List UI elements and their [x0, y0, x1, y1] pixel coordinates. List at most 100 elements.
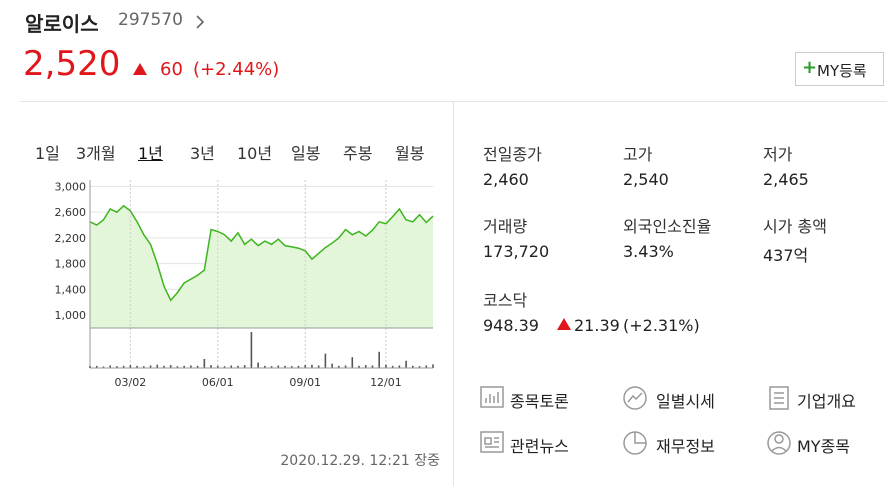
x-tick-label: 12/01 [370, 376, 402, 389]
stat-label: 고가 [623, 145, 653, 164]
stat-label: 전일종가 [483, 145, 542, 164]
volume-bar [331, 363, 333, 368]
stock-code[interactable]: 297570 [118, 10, 183, 30]
x-tick-label: 03/02 [115, 376, 147, 389]
volume-bar [338, 365, 340, 368]
x-tick-label: 09/01 [289, 376, 321, 389]
volume-bar [270, 366, 273, 368]
change: 60 [160, 59, 183, 80]
volume-bar [398, 365, 401, 368]
volume-bar [317, 365, 320, 368]
volume-bar [156, 364, 159, 368]
volume-bar [190, 365, 192, 368]
tab[interactable]: 1년 [138, 144, 163, 163]
volume-bar [418, 366, 421, 368]
link[interactable]: 재무정보 [656, 437, 715, 456]
volume-bar [385, 364, 387, 368]
tab[interactable]: 3개월 [76, 144, 116, 163]
volume-bar [297, 365, 300, 368]
price: 2,520 [23, 44, 121, 84]
volume-bar [95, 365, 98, 368]
volume-bar [250, 332, 253, 368]
price-line [89, 204, 434, 302]
link[interactable]: 관련뉴스 [510, 437, 569, 456]
stat-label: 외국인소진율 [623, 217, 712, 236]
volume-bar [230, 365, 233, 368]
stat-label: 저가 [763, 145, 793, 164]
y-tick-label: 2,200 [55, 232, 87, 245]
volume-bar [183, 365, 185, 368]
volume-bar [149, 365, 152, 368]
index-value: 948.39 [483, 316, 539, 335]
volume-bar [432, 364, 434, 368]
volume-bar [237, 365, 239, 368]
volume-bar [311, 364, 313, 368]
divider [453, 101, 454, 486]
tab[interactable]: 3년 [190, 144, 215, 163]
volume-bar [143, 366, 145, 368]
volume-bar [358, 365, 360, 368]
plus-icon: + [802, 57, 818, 78]
my-button[interactable]: + MY등록 [795, 52, 884, 86]
link[interactable]: 종목토론 [510, 392, 569, 411]
volume-bar [264, 365, 266, 368]
timestamp: 2020.12.29. 12:21 장중 [280, 453, 440, 469]
volume-bar [304, 365, 307, 368]
stat-value: 173,720 [483, 242, 550, 261]
tab[interactable]: 1일 [35, 144, 60, 163]
volume-bar [176, 366, 179, 368]
volume-bar [210, 365, 212, 368]
link-icons [480, 386, 791, 455]
volume-bar [378, 351, 380, 368]
volume-bar [324, 353, 327, 368]
tab[interactable]: 월봉 [395, 144, 425, 163]
index-label: 코스닥 [483, 291, 528, 310]
volume-bar [257, 362, 259, 368]
volume-bar [412, 365, 414, 368]
volume-bar [364, 365, 367, 368]
change-pct: (+2.44%) [193, 59, 280, 80]
volume-bar [344, 365, 347, 368]
chevron [196, 15, 205, 29]
index-change-pct: (+2.31%) [623, 316, 700, 335]
link[interactable]: 기업개요 [797, 392, 856, 411]
volume-bar [223, 366, 226, 368]
stat-value: 2,540 [623, 170, 669, 189]
y-tick-label: 1,000 [55, 309, 87, 322]
volume-bar [129, 365, 132, 368]
volume-bar [89, 366, 91, 368]
link[interactable]: 일별시세 [656, 392, 715, 411]
y-tick-label: 1,800 [55, 258, 87, 271]
stat-label: 시가 총액 [763, 217, 827, 236]
my-button-label: MY등록 [817, 62, 867, 80]
volume-bar [169, 365, 172, 368]
tab[interactable]: 10년 [237, 144, 273, 163]
volume-bar [290, 366, 293, 368]
tab[interactable]: 주봉 [343, 144, 373, 163]
area [90, 205, 433, 328]
volume-bar [163, 365, 165, 368]
stat-value: 2,465 [763, 170, 809, 189]
y-tick-label: 1,400 [55, 283, 87, 296]
volume-bar [371, 365, 374, 368]
stock-name[interactable]: 알로이스 [25, 12, 99, 36]
tab[interactable]: 일봉 [291, 144, 321, 163]
volume-bar [391, 365, 394, 368]
volume-bar [122, 365, 125, 368]
y-tick-label: 3,000 [55, 180, 87, 193]
volume-bar [425, 365, 428, 368]
up-arrow [557, 318, 571, 330]
volume-bar [196, 365, 199, 368]
volume-bar [109, 365, 111, 368]
volume-bar [203, 359, 206, 368]
x-tick-label: 06/01 [202, 376, 234, 389]
volume-bar [405, 360, 407, 368]
volume-bar [136, 365, 138, 368]
volume-bar [284, 365, 286, 368]
volume-bar [243, 365, 246, 368]
volume-bar [216, 365, 219, 368]
volume-bar [351, 357, 354, 368]
index-change: 21.39 [574, 316, 620, 335]
up-arrow [133, 63, 147, 75]
link[interactable]: MY종목 [797, 437, 851, 456]
